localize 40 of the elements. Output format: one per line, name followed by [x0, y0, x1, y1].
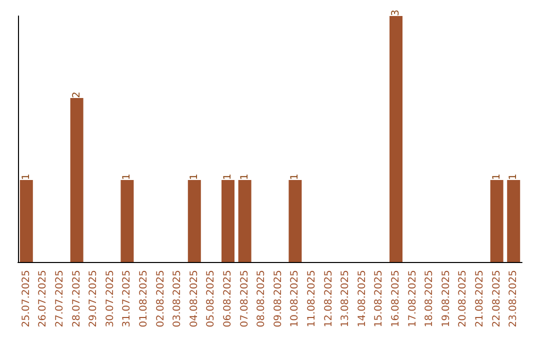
x-tick-label: 22.08.2025	[491, 270, 502, 328]
x-tick-label: 10.08.2025	[290, 270, 301, 328]
x-tick-label: 09.08.2025	[272, 270, 284, 328]
x-tick-label: 26.07.2025	[38, 270, 49, 328]
x-tick-label: 20.08.2025	[458, 270, 469, 328]
x-tick-label: 16.08.2025	[390, 270, 402, 328]
data-label: 1	[222, 174, 234, 180]
data-label: 2	[71, 92, 82, 98]
x-tick-label: 05.08.2025	[206, 270, 217, 328]
x-tick-label: 31.07.2025	[122, 270, 133, 328]
data-label: 1	[122, 174, 133, 180]
x-tick-label: 02.08.2025	[155, 270, 166, 328]
data-label: 1	[239, 174, 250, 180]
x-tick-label: 14.08.2025	[356, 270, 368, 328]
data-label: 1	[20, 174, 32, 180]
x-tick-label: 15.08.2025	[374, 270, 385, 328]
x-tick-label: 30.07.2025	[104, 270, 116, 328]
x-tick-label: 19.08.2025	[440, 270, 452, 328]
x-tick-label: 27.07.2025	[54, 270, 66, 328]
x-tick-label: 07.08.2025	[239, 270, 250, 328]
x-tick-label: 17.08.2025	[407, 270, 418, 328]
x-tick-label: 11.08.2025	[306, 270, 318, 328]
x-tick-label: 21.08.2025	[474, 270, 486, 328]
x-tick-label: 04.08.2025	[188, 270, 200, 328]
x-tick-label: 01.08.2025	[138, 270, 150, 328]
data-label: 1	[491, 174, 502, 180]
data-label: 1	[508, 174, 520, 180]
x-tick-label: 06.08.2025	[222, 270, 234, 328]
data-label: 3	[390, 10, 402, 16]
x-tick-label: 03.08.2025	[172, 270, 184, 328]
data-label: 1	[188, 174, 200, 180]
x-tick-label: 13.08.2025	[340, 270, 352, 328]
x-tick-label: 29.07.2025	[88, 270, 100, 328]
x-tick-label: 08.08.2025	[256, 270, 268, 328]
x-tick-label: 28.07.2025	[71, 270, 82, 328]
x-tick-label: 23.08.2025	[508, 270, 520, 328]
x-tick-label: 25.07.2025	[20, 270, 32, 328]
x-tick-label: 12.08.2025	[323, 270, 334, 328]
x-tick-label: 18.08.2025	[424, 270, 436, 328]
data-label: 1	[290, 174, 301, 180]
